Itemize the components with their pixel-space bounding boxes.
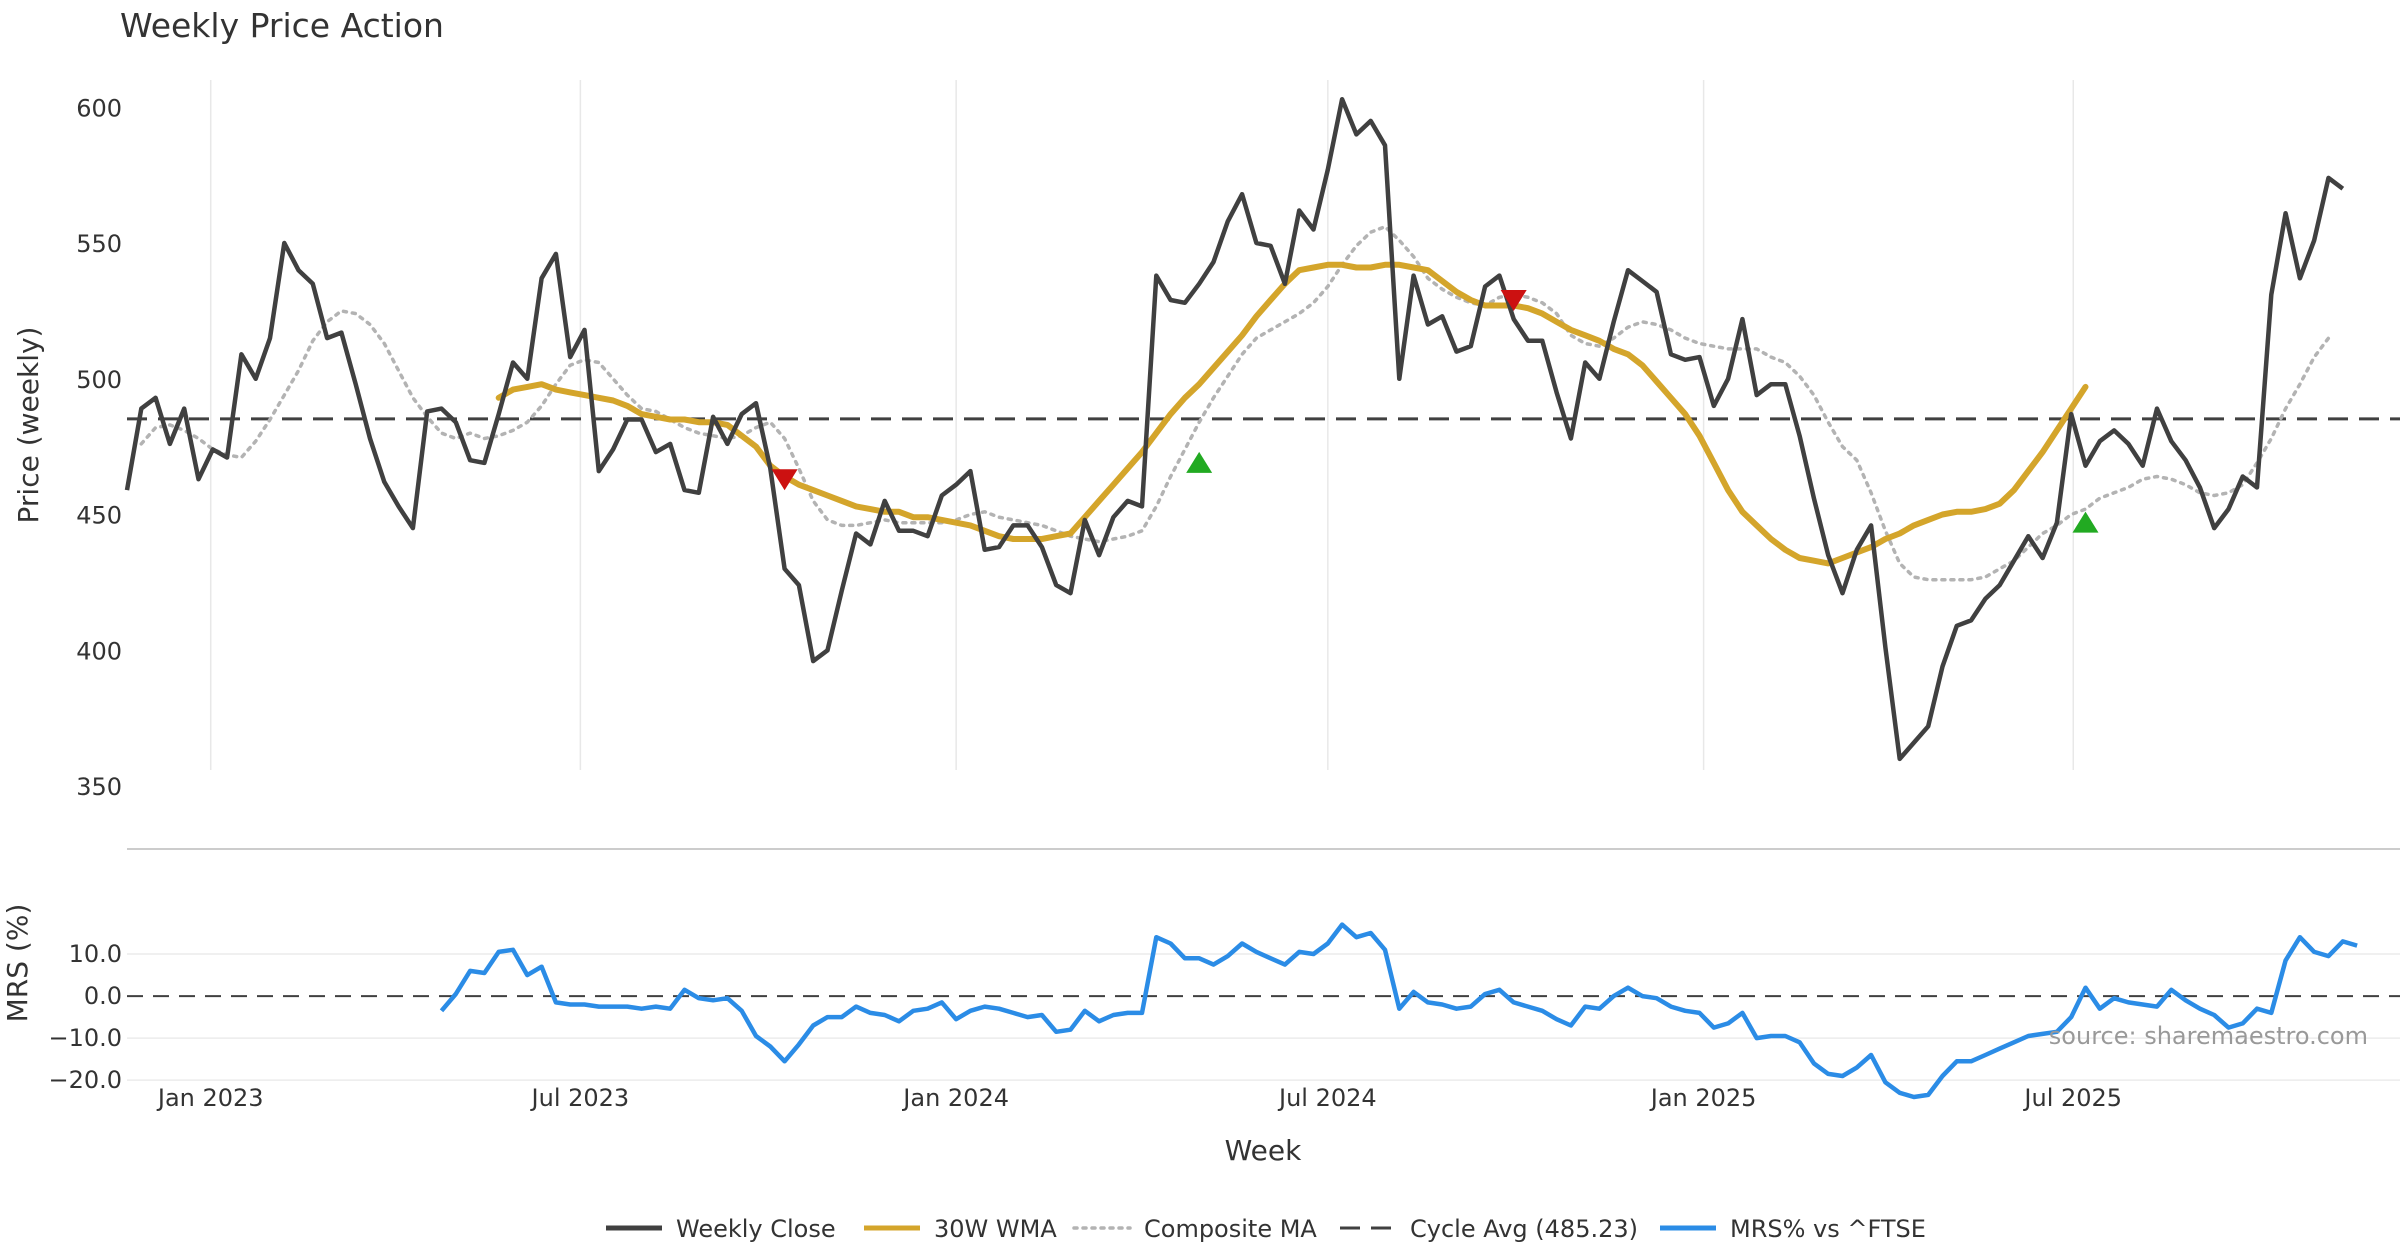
price-y-tick-label: 500 xyxy=(76,366,122,394)
buy-signal-marker xyxy=(2072,511,2099,533)
x-axis-ticks: Jan 2023 Jul 2023 Jan 2024 Jul 2024 Jan 2025… xyxy=(156,1084,2122,1112)
x-tick-label: Jan 2025 xyxy=(1649,1084,1757,1112)
sell-signal-marker xyxy=(771,469,798,491)
mrs-y-axis-label: MRS (%) xyxy=(1,904,34,1023)
price-y-tick-label: 600 xyxy=(76,94,122,122)
wma-30w-line xyxy=(495,261,2089,567)
legend: Weekly Close 30W WMA Composite MA Cycle Avg… xyxy=(606,1215,1926,1243)
price-y-axis-label: Price (weekly) xyxy=(12,327,45,524)
legend-item: 30W WMA xyxy=(864,1215,1057,1243)
price-y-axis: 350 400 450 500 550 600 xyxy=(76,94,122,801)
x-tick-label: Jan 2024 xyxy=(901,1084,1009,1112)
price-series xyxy=(124,96,2400,762)
source-annotation: source: sharemaestro.com xyxy=(2049,1022,2368,1050)
mrs-y-tick-label: −20.0 xyxy=(48,1066,122,1094)
x-tick-label: Jul 2023 xyxy=(530,1084,630,1112)
legend-label: Weekly Close xyxy=(676,1215,836,1243)
legend-item: Composite MA xyxy=(1072,1215,1317,1243)
price-y-tick-label: 350 xyxy=(76,773,122,801)
legend-label: Cycle Avg (485.23) xyxy=(1410,1215,1638,1243)
buy-signal-marker xyxy=(1186,451,1213,473)
mrs-line xyxy=(439,922,2358,1100)
x-tick-label: Jul 2025 xyxy=(2022,1084,2122,1112)
weekly-close-line xyxy=(124,96,2345,762)
x-tick-label: Jul 2024 xyxy=(1277,1084,1377,1112)
mrs-y-tick-label: 10.0 xyxy=(69,940,122,968)
x-tick-label: Jan 2023 xyxy=(156,1084,264,1112)
legend-label: MRS% vs ^FTSE xyxy=(1730,1215,1926,1243)
mrs-y-axis: −20.0 −10.0 0.0 10.0 xyxy=(48,940,122,1094)
legend-label: 30W WMA xyxy=(934,1215,1057,1243)
price-y-tick-label: 550 xyxy=(76,230,122,258)
price-y-tick-label: 400 xyxy=(76,637,122,665)
legend-item: Weekly Close xyxy=(606,1215,836,1243)
mrs-series xyxy=(439,922,2358,1100)
legend-label: Composite MA xyxy=(1144,1215,1317,1243)
sell-signal-marker xyxy=(1500,290,1527,312)
mrs-y-tick-label: −10.0 xyxy=(48,1024,122,1052)
signal-markers xyxy=(771,290,2099,533)
composite-ma-line xyxy=(139,224,2331,582)
legend-item: MRS% vs ^FTSE xyxy=(1660,1215,1926,1243)
legend-item: Cycle Avg (485.23) xyxy=(1340,1215,1638,1243)
price-y-tick-label: 450 xyxy=(76,502,122,530)
chart-title: Weekly Price Action xyxy=(120,6,444,45)
x-axis-label: Week xyxy=(1225,1134,1302,1167)
price-x-gridlines xyxy=(209,80,2074,770)
mrs-y-tick-label: 0.0 xyxy=(84,982,122,1010)
